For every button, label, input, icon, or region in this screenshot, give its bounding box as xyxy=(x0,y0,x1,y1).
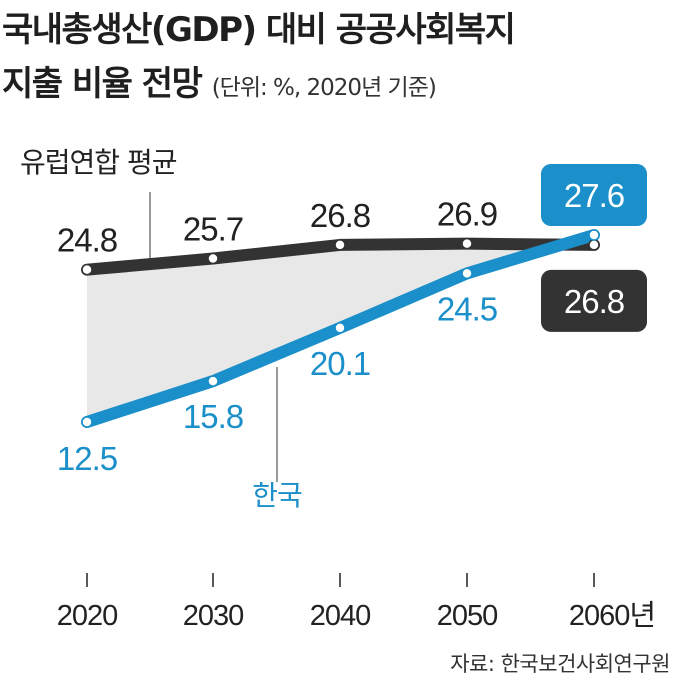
eu-value-label-2030: 25.7 xyxy=(183,211,243,248)
korea-value-label-2060: 27.6 xyxy=(564,177,624,214)
chart-unit-note: (단위: %, 2020년 기준) xyxy=(211,75,437,101)
korea-point-2040 xyxy=(334,322,346,334)
korea-point-2050 xyxy=(461,267,473,280)
x-tick-label-2060: 2060년 xyxy=(569,600,655,632)
eu-value-label-2040: 26.8 xyxy=(310,197,370,234)
korea-point-2030 xyxy=(207,375,219,387)
chart-title-line-2: 지출 비율 전망 (단위: %, 2020년 기준) xyxy=(2,56,437,105)
source-note: 자료: 한국보건사회연구원 xyxy=(450,652,670,676)
x-tick-label-2030: 2030 xyxy=(183,600,244,632)
x-tick-label-2050: 2050 xyxy=(437,600,498,632)
x-tick-label-2020: 2020 xyxy=(57,600,118,632)
eu-point-2060 xyxy=(588,239,600,251)
eu-point-2040 xyxy=(334,239,346,251)
eu-value-label-2050: 26.9 xyxy=(437,196,497,233)
x-tick-label-2040: 2040 xyxy=(310,600,371,632)
chart-title-line-1: 국내총생산(GDP) 대비 공공사회복지 xyxy=(2,10,516,50)
korea-final-badge xyxy=(541,164,647,226)
korea-value-label-2030: 15.8 xyxy=(183,398,243,435)
chart-title-line-2-text: 지출 비율 전망 xyxy=(2,64,203,104)
korea-series-name: 한국 xyxy=(252,479,302,512)
korea-value-label-2020: 12.5 xyxy=(57,440,117,477)
korea-point-2020 xyxy=(81,416,93,428)
eu-point-2030 xyxy=(207,252,219,265)
eu-value-label-2060: 26.8 xyxy=(564,283,624,320)
korea-point-2060 xyxy=(588,229,600,241)
eu-series-name: 유럽연합 평균 xyxy=(20,146,177,179)
eu-point-2020 xyxy=(81,263,93,276)
korea-value-label-2040: 20.1 xyxy=(310,345,370,382)
korea-value-label-2050: 24.5 xyxy=(437,290,497,327)
eu-final-badge xyxy=(541,269,647,332)
eu-point-2050 xyxy=(461,237,473,250)
eu-value-label-2020: 24.8 xyxy=(57,222,117,259)
